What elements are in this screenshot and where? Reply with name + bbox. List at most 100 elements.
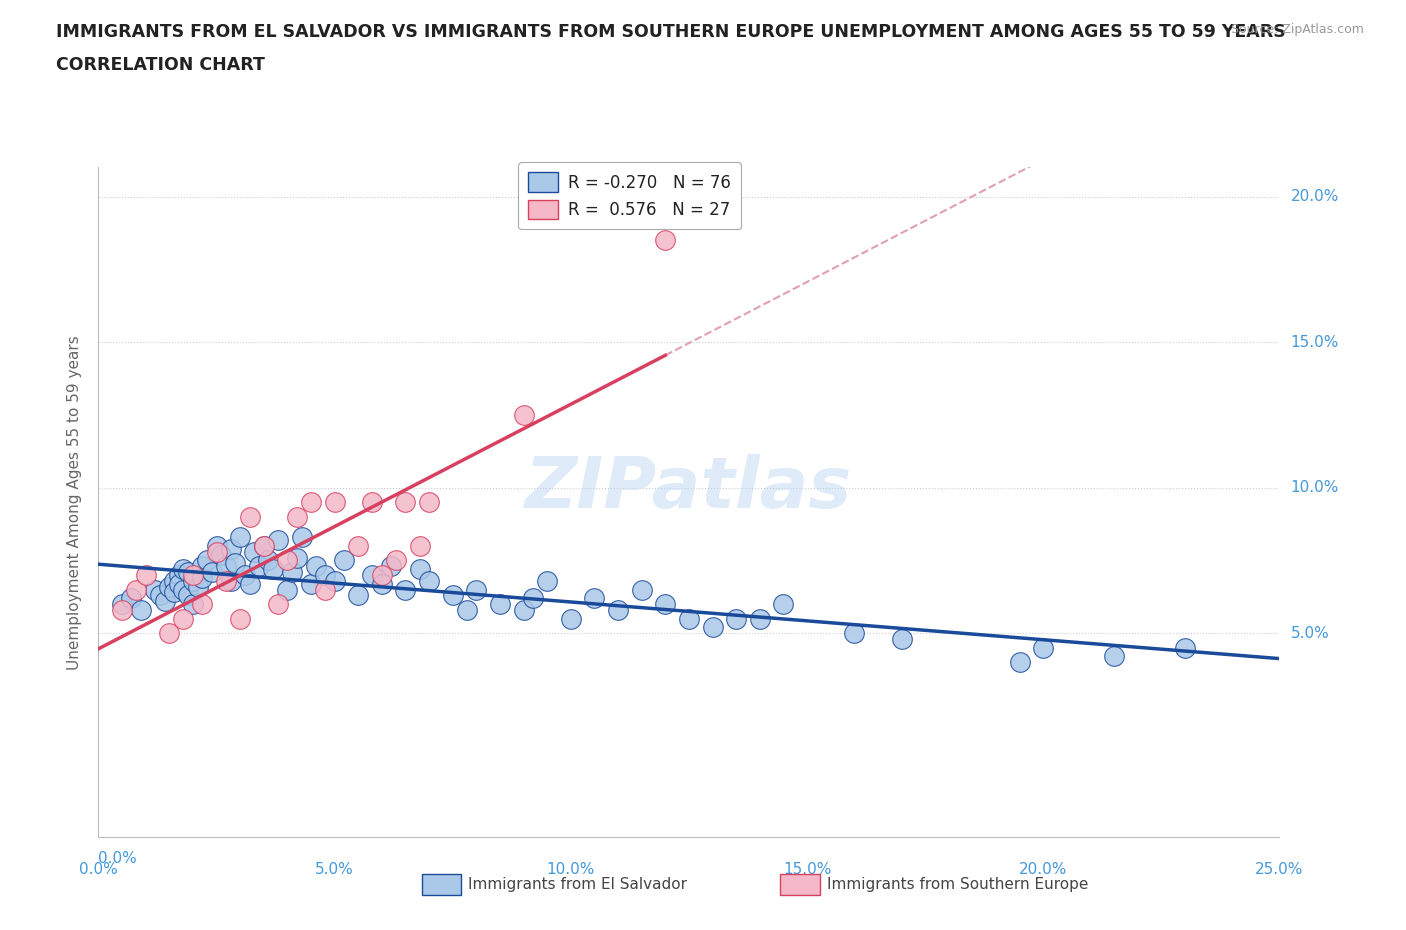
Point xyxy=(394,582,416,597)
Point xyxy=(205,544,228,559)
Point xyxy=(121,591,143,605)
Point xyxy=(253,538,276,553)
Point xyxy=(285,550,308,565)
Point xyxy=(205,538,228,553)
Point xyxy=(1008,655,1031,670)
Point xyxy=(201,565,224,579)
Point xyxy=(772,597,794,612)
Point xyxy=(172,582,194,597)
Point xyxy=(191,570,214,585)
Point xyxy=(215,559,238,574)
Point xyxy=(418,495,440,510)
Text: 20.0%: 20.0% xyxy=(1019,862,1067,877)
Point xyxy=(153,593,176,608)
Point xyxy=(630,582,652,597)
Point xyxy=(314,582,336,597)
Point xyxy=(890,631,912,646)
Point xyxy=(299,495,322,510)
Point xyxy=(191,559,214,574)
Point xyxy=(285,510,308,525)
Point xyxy=(267,533,290,548)
Point xyxy=(177,588,200,603)
Point xyxy=(157,579,180,594)
Point xyxy=(276,582,298,597)
Point xyxy=(219,541,242,556)
Point xyxy=(371,567,394,582)
Point xyxy=(441,588,464,603)
Point xyxy=(583,591,606,605)
Point xyxy=(233,567,256,582)
Point xyxy=(1032,641,1054,656)
Point xyxy=(281,565,304,579)
Point xyxy=(129,603,152,618)
Point xyxy=(408,562,430,577)
Point xyxy=(361,495,384,510)
Point xyxy=(361,567,384,582)
Point xyxy=(239,577,262,591)
Text: 5.0%: 5.0% xyxy=(315,862,354,877)
Point xyxy=(323,574,346,589)
Point xyxy=(678,611,700,626)
Text: 10.0%: 10.0% xyxy=(1291,480,1339,495)
Point xyxy=(253,538,276,553)
Text: IMMIGRANTS FROM EL SALVADOR VS IMMIGRANTS FROM SOUTHERN EUROPE UNEMPLOYMENT AMON: IMMIGRANTS FROM EL SALVADOR VS IMMIGRANT… xyxy=(56,23,1286,41)
Point xyxy=(654,597,676,612)
Point xyxy=(465,582,488,597)
Point xyxy=(229,611,252,626)
Point xyxy=(456,603,478,618)
Point xyxy=(149,588,172,603)
Point xyxy=(489,597,512,612)
Text: ZIPatlas: ZIPatlas xyxy=(526,455,852,524)
Point xyxy=(418,574,440,589)
Point xyxy=(522,591,544,605)
Point xyxy=(215,574,238,589)
Point xyxy=(560,611,582,626)
Point xyxy=(172,562,194,577)
Point xyxy=(243,544,266,559)
Point xyxy=(229,530,252,545)
Point xyxy=(408,538,430,553)
Point xyxy=(219,574,242,589)
Point xyxy=(177,565,200,579)
Point xyxy=(654,232,676,247)
Point xyxy=(181,574,204,589)
Text: 15.0%: 15.0% xyxy=(783,862,831,877)
Point xyxy=(163,574,186,589)
Text: Source: ZipAtlas.com: Source: ZipAtlas.com xyxy=(1230,23,1364,36)
Point xyxy=(172,611,194,626)
Point xyxy=(512,603,534,618)
Text: 5.0%: 5.0% xyxy=(1291,626,1329,641)
Point xyxy=(111,603,134,618)
Text: 15.0%: 15.0% xyxy=(1291,335,1339,350)
Point xyxy=(347,538,370,553)
Point xyxy=(1174,641,1197,656)
Point xyxy=(290,530,312,545)
Point xyxy=(239,510,262,525)
Point xyxy=(1102,649,1125,664)
Point xyxy=(195,553,218,568)
Point xyxy=(167,567,190,582)
Point xyxy=(536,574,558,589)
Point xyxy=(299,577,322,591)
Text: 0.0%: 0.0% xyxy=(98,851,138,866)
Y-axis label: Unemployment Among Ages 55 to 59 years: Unemployment Among Ages 55 to 59 years xyxy=(66,335,82,670)
Point xyxy=(181,567,204,582)
Point xyxy=(267,597,290,612)
Text: Immigrants from El Salvador: Immigrants from El Salvador xyxy=(468,877,688,892)
Point xyxy=(111,597,134,612)
Point xyxy=(163,585,186,600)
Point xyxy=(143,582,166,597)
Text: CORRELATION CHART: CORRELATION CHART xyxy=(56,56,266,73)
Point xyxy=(512,407,534,422)
Point xyxy=(702,620,724,635)
Point xyxy=(305,559,328,574)
Point xyxy=(371,577,394,591)
Point xyxy=(725,611,748,626)
Text: 0.0%: 0.0% xyxy=(79,862,118,877)
Legend: R = -0.270   N = 76, R =  0.576   N = 27: R = -0.270 N = 76, R = 0.576 N = 27 xyxy=(519,163,741,229)
Point xyxy=(844,626,866,641)
Text: Immigrants from Southern Europe: Immigrants from Southern Europe xyxy=(827,877,1088,892)
Point xyxy=(167,577,190,591)
Point xyxy=(187,579,209,594)
Point xyxy=(125,582,148,597)
